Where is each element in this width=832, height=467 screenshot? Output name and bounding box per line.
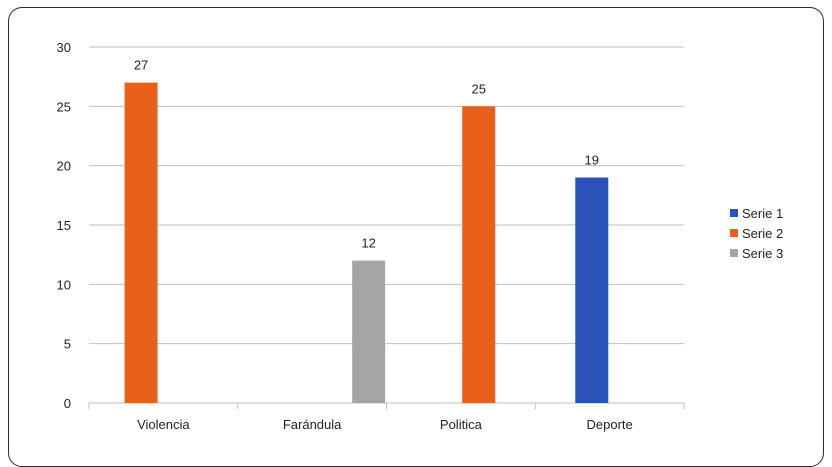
y-axis: 0 5 10 15 20 25 30 — [57, 40, 71, 411]
data-label: 12 — [361, 236, 375, 251]
y-tick-label: 30 — [57, 40, 71, 55]
legend-label: Serie 1 — [742, 206, 783, 221]
bar — [124, 82, 158, 403]
bar — [352, 260, 386, 403]
y-tick-label: 20 — [57, 159, 71, 174]
data-label: 25 — [471, 81, 485, 96]
legend-label: Serie 2 — [742, 226, 783, 241]
y-tick-label: 15 — [57, 218, 71, 233]
bar — [462, 106, 496, 403]
x-tick-label: Farándula — [283, 417, 342, 432]
legend-swatch — [730, 209, 738, 217]
y-tick-label: 25 — [57, 99, 71, 114]
y-tick-label: 0 — [64, 396, 71, 411]
legend-swatch — [730, 249, 738, 257]
bar-chart: 0 5 10 15 20 25 30 Violencia Farándula Politica D… — [57, 40, 784, 432]
x-tick-label: Politica — [440, 417, 483, 432]
y-tick-label: 10 — [57, 277, 71, 292]
legend-swatch — [730, 229, 738, 237]
x-axis: Violencia Farándula Politica Deporte — [88, 402, 685, 432]
x-tick-label: Violencia — [137, 417, 190, 432]
bar — [575, 177, 609, 403]
y-tick-label: 5 — [64, 337, 71, 352]
data-label: 19 — [585, 153, 599, 168]
data-labels: 27 12 25 19 — [134, 58, 599, 251]
data-label: 27 — [134, 58, 148, 73]
x-tick-label: Deporte — [587, 417, 633, 432]
bars — [124, 82, 609, 403]
legend-label: Serie 3 — [742, 246, 783, 261]
legend: Serie 1 Serie 2 Serie 3 — [730, 206, 783, 261]
